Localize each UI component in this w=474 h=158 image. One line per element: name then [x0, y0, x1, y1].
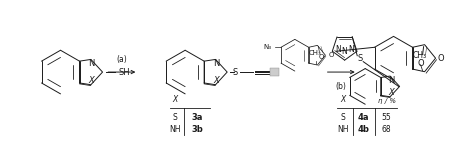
Text: N: N	[88, 59, 95, 68]
Text: O: O	[438, 54, 444, 63]
Text: S: S	[340, 113, 345, 122]
Text: SH: SH	[118, 68, 130, 77]
Text: X: X	[340, 95, 346, 104]
Text: N: N	[348, 45, 354, 54]
Text: X: X	[89, 76, 94, 85]
Text: O: O	[319, 54, 324, 60]
Text: 4a: 4a	[358, 113, 369, 122]
Text: 55: 55	[382, 113, 392, 122]
Text: O: O	[328, 52, 334, 58]
Text: X: X	[173, 95, 178, 104]
Text: X: X	[388, 88, 394, 97]
Text: 68: 68	[382, 125, 392, 134]
Text: N: N	[341, 47, 346, 56]
Text: 3b: 3b	[191, 125, 203, 134]
Text: (a): (a)	[117, 55, 127, 64]
Text: NH: NH	[169, 125, 181, 134]
Text: (b): (b)	[336, 82, 346, 91]
Text: 4b: 4b	[358, 125, 370, 134]
Text: CH₃: CH₃	[309, 50, 322, 56]
Text: 3a: 3a	[191, 113, 203, 122]
Text: N: N	[213, 59, 219, 68]
Text: O: O	[417, 59, 424, 67]
Text: S: S	[357, 54, 363, 63]
Text: N: N	[335, 45, 341, 54]
Text: X: X	[213, 76, 219, 85]
Text: S: S	[173, 113, 178, 122]
Bar	[270, 68, 279, 76]
Text: S: S	[233, 68, 238, 77]
Text: η / %: η / %	[378, 98, 396, 104]
Text: NH: NH	[337, 125, 348, 134]
Text: N₃: N₃	[263, 44, 271, 50]
Text: N: N	[388, 76, 394, 85]
Text: CH₃: CH₃	[412, 51, 427, 60]
